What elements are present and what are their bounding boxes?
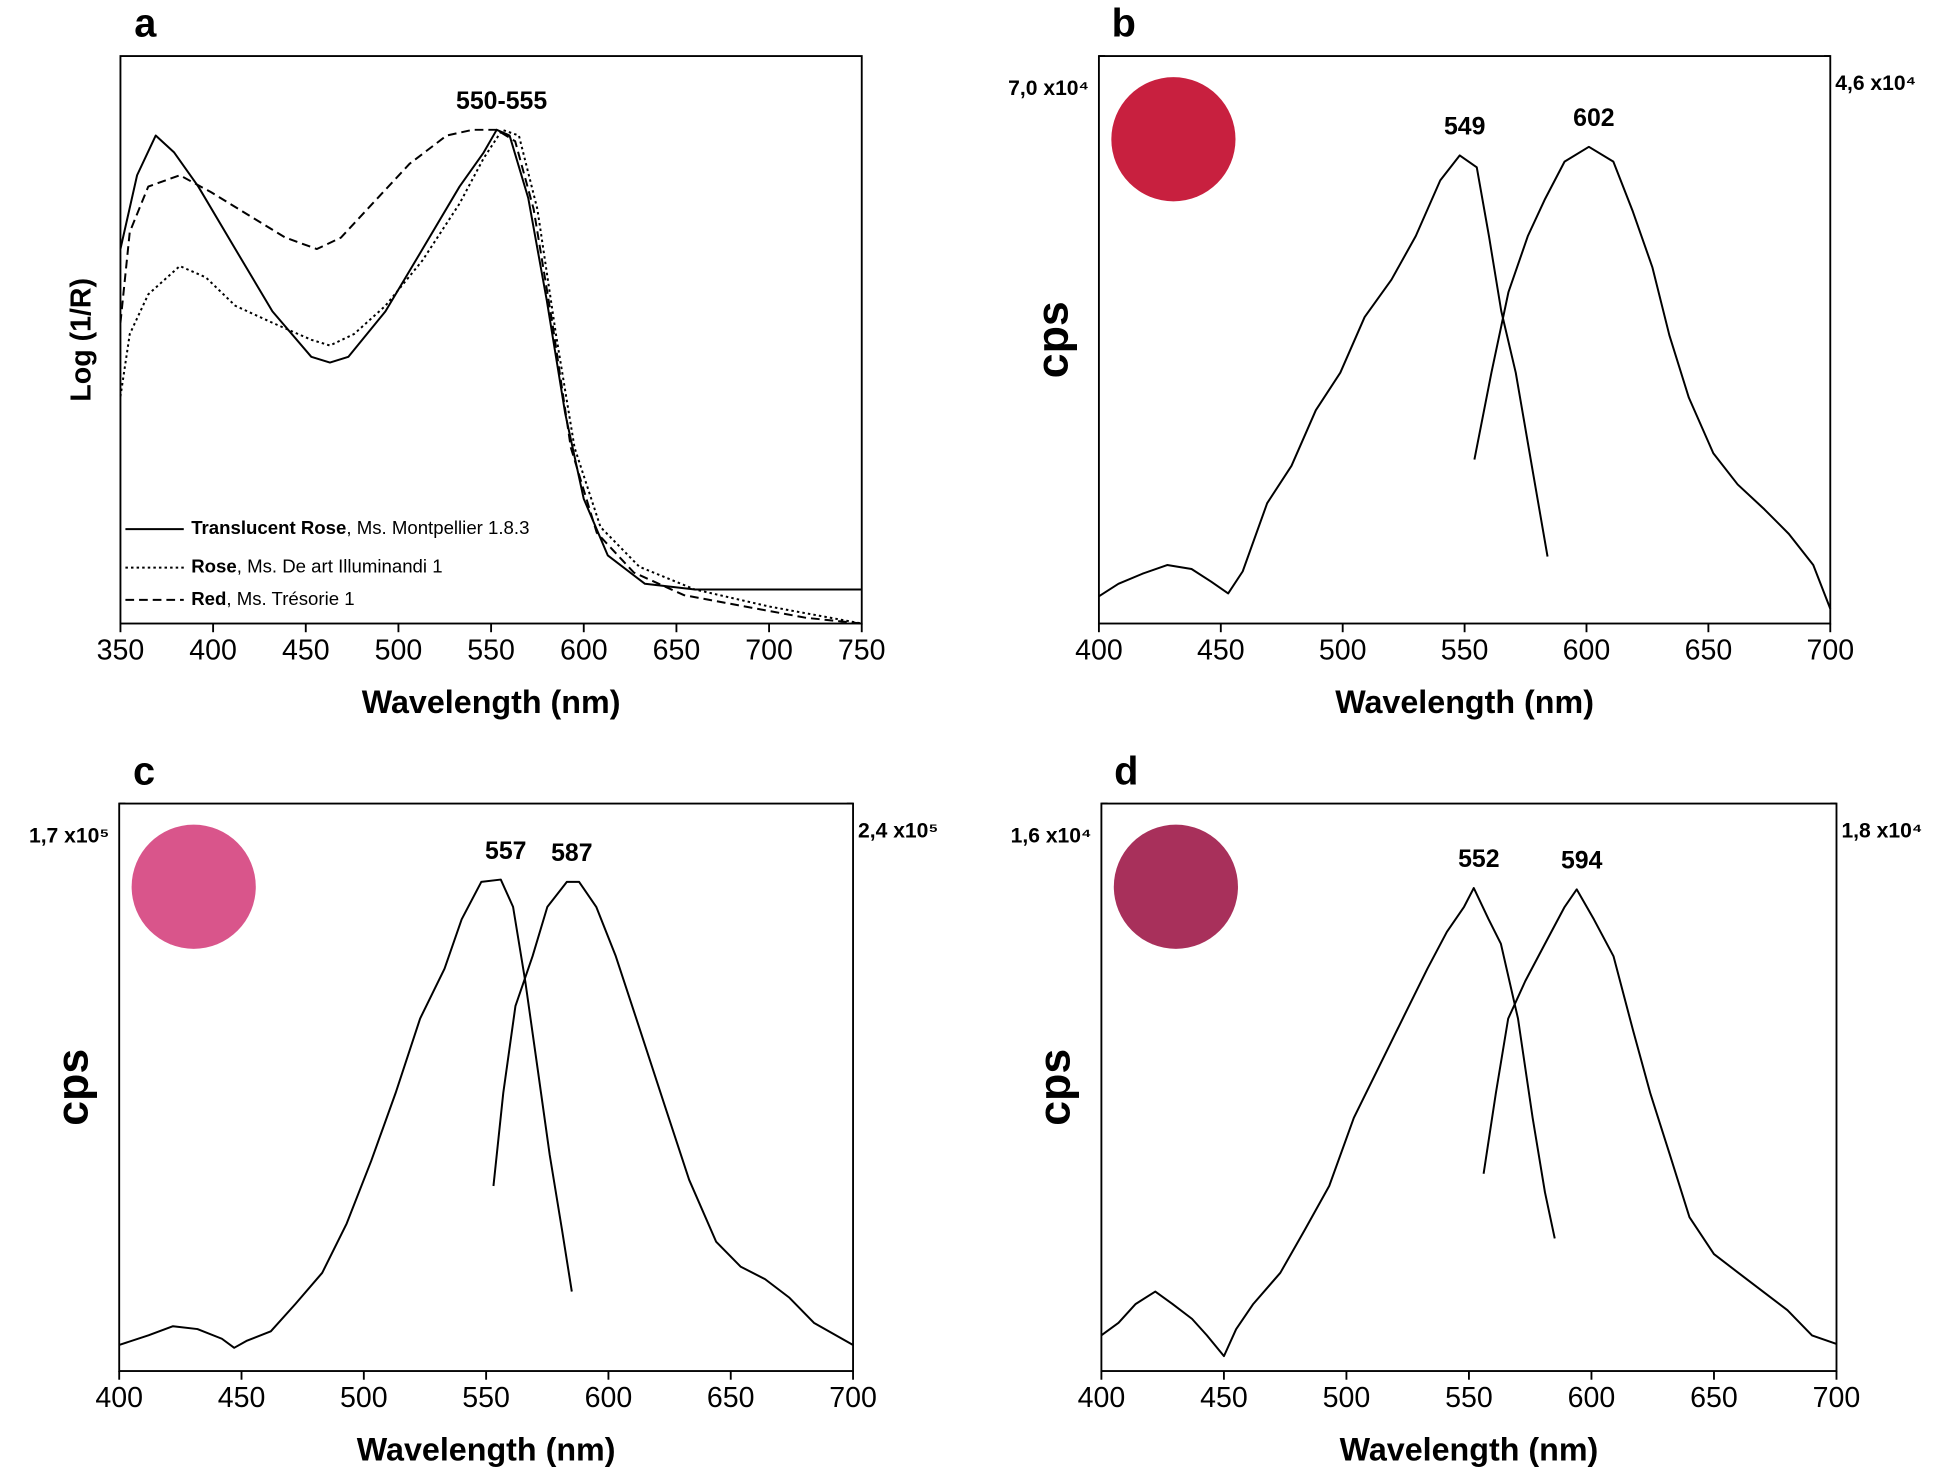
panel-letter: c: [133, 749, 155, 793]
legend-name: Red: [191, 588, 226, 609]
legend-name: Rose: [191, 556, 237, 577]
legend-detail: , Ms. Montpellier 1.8.3: [346, 517, 529, 538]
panel: b 400 450 500 550 600 650 700 Wavelength (nm) cps…: [1008, 2, 1916, 720]
panel: d 400 450 500 550 600 650 700 Wavelength (nm) cps…: [1011, 749, 1923, 1467]
x-axis-label: Wavelength (nm): [1335, 684, 1594, 720]
x-tick-label: 500: [1319, 635, 1367, 667]
spectrum-line: [1482, 888, 1837, 1345]
panel-letter: b: [1112, 2, 1136, 46]
y-tick-label: 1,7 x10⁵: [29, 825, 109, 848]
y-axis-label: cps: [49, 1049, 98, 1126]
x-tick-label: 450: [218, 1382, 266, 1414]
spectrum-line: [119, 128, 862, 625]
x-axis-label: Wavelength (nm): [362, 684, 621, 720]
x-tick-label: 400: [189, 635, 237, 667]
x-tick-label: 350: [97, 635, 145, 667]
x-tick-label: 500: [375, 635, 423, 667]
spectrum-line: [119, 128, 862, 591]
spectrum-line: [492, 880, 854, 1346]
y-axis-label: Log (1/R): [66, 278, 98, 402]
x-tick-label: 700: [1806, 635, 1854, 667]
x-tick-label: 650: [653, 635, 701, 667]
sample-swatch: [1113, 824, 1238, 949]
x-tick-label: 450: [282, 635, 330, 667]
legend-entry: Red, Ms. Trésorie 1: [191, 588, 354, 609]
x-tick-label: 550: [1441, 635, 1489, 667]
x-axis-label: Wavelength (nm): [357, 1431, 616, 1467]
spectrum-line: [1100, 887, 1556, 1358]
x-tick-label: 500: [1323, 1382, 1371, 1414]
x-tick-label: 700: [745, 635, 793, 667]
peak-annotation: 602: [1573, 105, 1614, 132]
x-tick-label: 750: [838, 635, 886, 667]
y2-tick-label: 1,8 x10⁴: [1841, 820, 1922, 843]
x-tick-label: 700: [1813, 1382, 1861, 1414]
peak-annotation: 594: [1561, 848, 1603, 875]
x-tick-label: 600: [1563, 635, 1611, 667]
spectrum-line: [119, 128, 862, 625]
panel: a 350 400 450 500 550 600 650 700 750 Wavelength (…: [66, 2, 886, 720]
x-tick-label: 400: [95, 1382, 143, 1414]
panel-letter: a: [134, 2, 157, 46]
peak-annotation: 549: [1444, 114, 1485, 141]
legend-entry: Translucent Rose, Ms. Montpellier 1.8.3: [191, 517, 529, 538]
peak-annotation: 587: [551, 840, 592, 867]
spectrum-line: [1098, 154, 1549, 598]
panel-letter: d: [1114, 749, 1138, 793]
x-tick-label: 450: [1197, 635, 1245, 667]
x-tick-label: 600: [585, 1382, 633, 1414]
peak-annotation: 552: [1458, 846, 1499, 873]
spectrum-line: [118, 878, 573, 1349]
peak-annotation: 557: [485, 838, 526, 865]
x-tick-label: 650: [1685, 635, 1733, 667]
x-tick-label: 600: [560, 635, 608, 667]
legend-detail: , Ms. Trésorie 1: [226, 588, 354, 609]
x-tick-label: 400: [1075, 635, 1123, 667]
sample-swatch: [1111, 77, 1236, 202]
legend-name: Translucent Rose: [191, 517, 346, 538]
x-tick-label: 550: [467, 635, 515, 667]
y-tick-label: 7,0 x10⁴: [1008, 77, 1089, 100]
panel: c 400 450 500 550 600 650 700 Wavelength (nm) cps…: [29, 749, 938, 1467]
spectrum-line: [1473, 145, 1832, 610]
peak-annotation: 550-555: [456, 88, 547, 115]
y-axis-label: cps: [1028, 301, 1077, 378]
x-tick-label: 550: [462, 1382, 510, 1414]
x-axis-label: Wavelength (nm): [1340, 1431, 1599, 1467]
y-tick-label: 1,6 x10⁴: [1011, 825, 1092, 848]
y2-tick-label: 4,6 x10⁴: [1835, 72, 1916, 95]
y-axis-label: cps: [1031, 1049, 1080, 1126]
x-tick-label: 600: [1568, 1382, 1616, 1414]
x-tick-label: 400: [1078, 1382, 1126, 1414]
x-tick-label: 650: [1690, 1382, 1738, 1414]
x-tick-label: 450: [1200, 1382, 1248, 1414]
x-tick-label: 550: [1445, 1382, 1493, 1414]
x-tick-label: 500: [340, 1382, 388, 1414]
y2-tick-label: 2,4 x10⁵: [858, 820, 938, 843]
legend-detail: , Ms. De art Illuminandi 1: [237, 556, 443, 577]
x-tick-label: 700: [829, 1382, 877, 1414]
x-tick-label: 650: [707, 1382, 755, 1414]
legend-entry: Rose, Ms. De art Illuminandi 1: [191, 556, 442, 577]
sample-swatch: [131, 824, 256, 949]
